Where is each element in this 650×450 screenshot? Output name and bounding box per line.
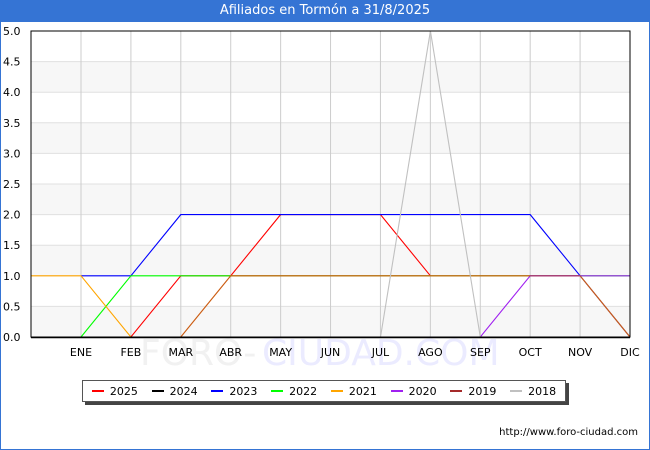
x-tick-label: NOV xyxy=(568,346,593,359)
x-tick-label: FEB xyxy=(120,346,141,359)
watermark: FORO- CIUDAD.COM xyxy=(140,333,500,374)
x-tick-label: SEP xyxy=(470,346,491,359)
legend-item-2023: 2023 xyxy=(211,385,257,398)
watermark-part1: FORO- xyxy=(140,333,256,374)
legend-swatch-icon xyxy=(510,390,523,392)
chart-title: Afiliados en Tormón a 31/8/2025 xyxy=(0,0,650,22)
x-tick-label: ABR xyxy=(219,346,242,359)
legend-swatch-icon xyxy=(211,390,224,392)
legend-item-2018: 2018 xyxy=(510,385,556,398)
legend: 2025 2024 2023 2022 2021 2020 2019 2018 xyxy=(82,380,566,402)
x-axis-labels: ENE FEB MAR ABR MAY JUN JUL AGO SEP OCT NOV DIC xyxy=(70,346,640,359)
x-tick-label: AGO xyxy=(418,346,443,359)
x-tick-label: MAR xyxy=(168,346,193,359)
legend-item-2019: 2019 xyxy=(450,385,496,398)
y-tick-label: 0.5 xyxy=(3,300,21,313)
legend-item-2020: 2020 xyxy=(390,385,437,398)
legend-item-2022: 2022 xyxy=(271,385,317,398)
y-tick-label: 3.0 xyxy=(3,147,21,160)
y-axis-labels: 0.0 0.5 1.0 1.5 2.0 2.5 3.0 3.5 4.0 4.5 5.0 xyxy=(3,25,21,344)
watermark-part2: CIUDAD.COM xyxy=(262,333,500,374)
series-2023-line xyxy=(81,214,631,338)
legend-swatch-icon xyxy=(151,390,164,392)
y-tick-label: 2.0 xyxy=(3,209,21,222)
x-tick-label: JUL xyxy=(371,346,390,359)
y-tick-label: 5.0 xyxy=(3,25,21,38)
x-tick-label: MAY xyxy=(269,346,292,359)
x-tick-label: JUN xyxy=(320,346,341,359)
y-tick-label: 0.0 xyxy=(3,331,21,344)
x-tick-label: OCT xyxy=(519,346,542,359)
y-tick-label: 3.5 xyxy=(3,117,21,130)
legend-item-2025: 2025 xyxy=(91,385,138,398)
x-tick-label: ENE xyxy=(70,346,92,359)
legend-item-2024: 2024 xyxy=(151,385,198,398)
legend-swatch-icon xyxy=(390,390,403,392)
y-tick-label: 4.0 xyxy=(3,86,21,99)
legend-swatch-icon xyxy=(450,390,463,392)
legend-swatch-icon xyxy=(271,390,284,392)
source-url[interactable]: http://www.foro-ciudad.com xyxy=(499,427,638,438)
x-tick-label: DIC xyxy=(620,346,640,359)
legend-item-2021: 2021 xyxy=(330,385,377,398)
y-tick-label: 1.5 xyxy=(3,239,21,252)
y-tick-label: 1.0 xyxy=(3,270,21,283)
y-tick-label: 4.5 xyxy=(3,56,21,69)
legend-swatch-icon xyxy=(91,390,104,392)
legend-swatch-icon xyxy=(330,390,343,392)
y-tick-label: 2.5 xyxy=(3,178,21,191)
